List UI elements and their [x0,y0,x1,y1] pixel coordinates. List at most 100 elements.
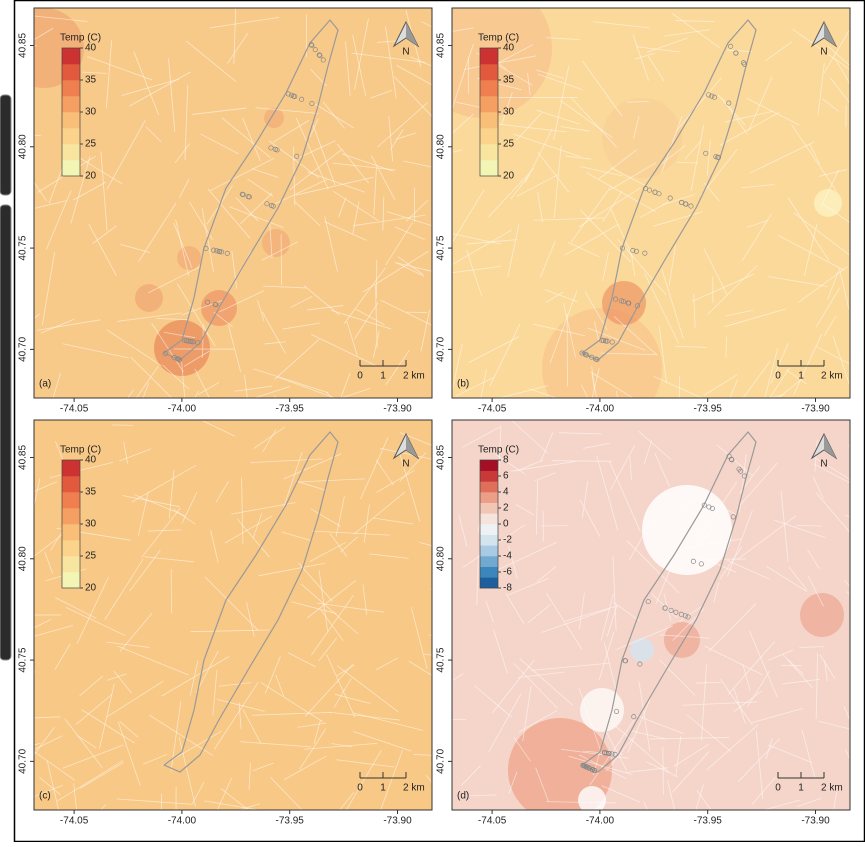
legend-tick-label: 8 [503,455,509,466]
heat-zone [135,284,163,312]
legend-color [62,524,80,540]
y-tick-label: 40.70 [436,336,447,361]
heat-zone [177,246,201,270]
x-tick-label: -74.00 [168,404,197,415]
panel-label: (c) [39,791,51,802]
legend-color [62,64,80,80]
north-label: N [820,459,827,470]
legend-tick-label: 20 [85,583,97,594]
y-tick-label: 40.80 [436,134,447,159]
legend-color [480,80,498,96]
x-tick-label: -74.00 [586,816,615,827]
legend-color [62,508,80,524]
legend-tick-label: 20 [85,171,97,182]
street [112,425,133,426]
legend-tick-label: -4 [503,551,512,562]
x-tick-label: -74.05 [60,404,89,415]
scale-label: 0 [775,371,781,382]
heat-zone [814,189,842,217]
legend-color [480,567,498,578]
legend-color [62,492,80,508]
legend-color [62,96,80,112]
x-tick-label: -74.05 [478,816,507,827]
scale-label: 1 [798,783,804,794]
y-tick-label: 40.70 [436,748,447,773]
x-tick-label: -74.05 [478,404,507,415]
x-tick-label: -73.95 [276,404,305,415]
legend-tick-label: 20 [503,171,515,182]
legend-color [480,96,498,112]
legend-color [480,556,498,567]
y-tick-label: 40.80 [18,134,29,159]
heat-zone [602,98,682,178]
legend-tick-label: 35 [85,75,97,86]
legend-color [480,112,498,128]
legend-tick-label: 0 [503,519,509,530]
scale-label: 0 [357,371,363,382]
y-tick-label: 40.70 [18,336,29,361]
scale-label: 2 km [821,371,843,382]
y-tick-label: 40.80 [436,546,447,571]
y-tick-label: 40.85 [18,445,29,470]
scale-label: 0 [357,783,363,794]
side-widget [0,205,11,660]
legend-color [480,48,498,64]
x-tick-label: -73.90 [383,404,412,415]
legend-tick-label: -6 [503,567,512,578]
legend-color [480,492,498,503]
legend-tick-label: 30 [503,107,515,118]
legend-color [480,460,498,471]
legend-color [62,572,80,588]
y-tick-label: 40.85 [18,33,29,58]
legend-color [480,577,498,588]
legend-tick-label: 25 [85,139,97,150]
scale-label: 2 km [403,783,425,794]
street [781,665,802,666]
legend-color [480,471,498,482]
heat-zone [642,485,732,575]
legend-tick-label: 4 [503,487,509,498]
north-label: N [402,47,409,58]
legend-tick-label: 6 [503,471,509,482]
legend-color [62,48,80,64]
legend-color [480,64,498,80]
legend-color [480,160,498,176]
x-tick-label: -73.90 [383,816,412,827]
legend-tick-label: -8 [503,583,512,594]
legend-title: Temp (C) [478,445,519,456]
legend-color [480,503,498,514]
legend-tick-label: 30 [85,107,97,118]
legend-tick-label: 40 [85,455,97,466]
x-tick-label: -74.05 [60,816,89,827]
legend-color [62,556,80,572]
y-tick-label: 40.70 [18,748,29,773]
scale-label: 1 [798,371,804,382]
legend-color [480,524,498,535]
y-tick-label: 40.85 [436,445,447,470]
legend-color [62,144,80,160]
x-tick-label: -73.90 [801,816,830,827]
panel-label: (d) [457,791,469,802]
legend-tick-label: 25 [85,551,97,562]
legend-tick-label: 30 [85,519,97,530]
scale-label: 1 [380,371,386,382]
legend-color [62,540,80,556]
legend-tick-label: 2 [503,503,509,514]
legend-color [62,160,80,176]
legend-tick-label: -2 [503,535,512,546]
legend-color [62,476,80,492]
legend-color [62,128,80,144]
map-background [34,8,432,398]
x-tick-label: -73.90 [801,404,830,415]
y-tick-label: 40.85 [436,33,447,58]
heat-zone [800,593,844,637]
legend-color [62,112,80,128]
map-background [34,420,432,810]
heat-zone [630,638,654,662]
legend-tick-label: 40 [85,43,97,54]
panel-label: (b) [457,379,469,390]
y-tick-label: 40.75 [18,235,29,260]
